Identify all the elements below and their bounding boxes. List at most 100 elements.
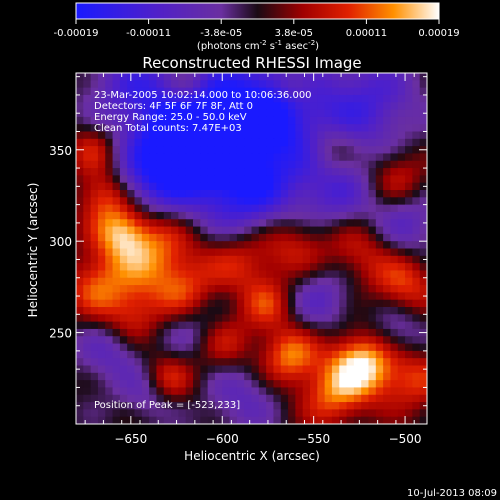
heatmap-cell: [266, 80, 275, 89]
heatmap-cell: [163, 292, 172, 301]
heatmap-cell: [163, 328, 172, 337]
heatmap-cell: [76, 343, 84, 352]
heatmap-cell: [193, 416, 201, 424]
heatmap-cells: [76, 73, 427, 424]
heatmap-cell: [251, 146, 260, 155]
heatmap-cell: [375, 277, 384, 286]
heatmap-cell: [185, 190, 194, 198]
heatmap-cell: [97, 387, 106, 396]
heatmap-cell: [149, 270, 158, 279]
heatmap-cell: [193, 380, 201, 389]
heatmap-cell: [361, 336, 370, 345]
heatmap-cell: [361, 314, 370, 323]
heatmap-cell: [200, 285, 209, 293]
heatmap-cell: [127, 277, 136, 286]
heatmap-cell: [331, 409, 340, 418]
heatmap-cell: [288, 87, 296, 96]
heatmap-cell: [310, 372, 318, 381]
heatmap-cell: [280, 160, 289, 169]
heatmap-cell: [156, 226, 165, 235]
heatmap-cell: [266, 409, 275, 418]
heatmap-cell: [280, 277, 289, 286]
heatmap-cell: [83, 321, 92, 330]
heatmap-cell: [251, 80, 260, 89]
heatmap-cell: [83, 263, 92, 272]
heatmap-cell: [112, 219, 121, 228]
heatmap-cell: [97, 299, 106, 308]
heatmap-cell: [405, 175, 413, 184]
heatmap-cell: [171, 197, 179, 206]
heatmap-cell: [127, 131, 136, 140]
heatmap-cell: [200, 190, 209, 198]
heatmap-cell: [244, 182, 253, 191]
heatmap-cell: [251, 394, 260, 403]
heatmap-cell: [90, 168, 99, 176]
heatmap-cell: [97, 204, 106, 213]
heatmap-cell: [390, 124, 399, 133]
heatmap-cell: [112, 416, 121, 424]
heatmap-cell: [273, 94, 282, 103]
heatmap-cell: [251, 109, 260, 118]
heatmap-cell: [178, 314, 187, 323]
heatmap-cell: [134, 263, 143, 272]
heatmap-cell: [236, 153, 245, 162]
heatmap-cell: [412, 197, 421, 206]
heatmap-cell: [171, 380, 179, 389]
heatmap-cell: [134, 116, 143, 125]
heatmap-cell: [258, 387, 267, 396]
heatmap-cell: [229, 168, 238, 176]
heatmap-cell: [97, 124, 106, 133]
heatmap-cell: [207, 299, 216, 308]
heatmap-cell: [112, 87, 121, 96]
heatmap-cell: [383, 350, 392, 359]
heatmap-cell: [83, 248, 92, 257]
heatmap-cell: [339, 409, 348, 418]
heatmap-cell: [127, 285, 136, 293]
heatmap-cell: [214, 94, 223, 103]
heatmap-cell: [105, 197, 114, 206]
heatmap-cell: [222, 102, 231, 111]
heatmap-cell: [331, 277, 340, 286]
heatmap-cell: [105, 350, 114, 359]
heatmap-cell: [368, 285, 377, 293]
heatmap-cell: [339, 314, 348, 323]
heatmap-cell: [178, 160, 187, 169]
heatmap-cell: [324, 160, 333, 169]
heatmap-cell: [134, 168, 143, 176]
heatmap-cell: [405, 219, 413, 228]
heatmap-cell: [397, 153, 406, 162]
heatmap-cell: [288, 182, 296, 191]
heatmap-cell: [90, 219, 99, 228]
heatmap-cell: [397, 263, 406, 272]
heatmap-cell: [141, 116, 150, 125]
heatmap-cell: [390, 87, 399, 96]
heatmap-cell: [310, 226, 318, 235]
heatmap-cell: [412, 314, 421, 323]
heatmap-cell: [214, 255, 223, 264]
heatmap-cell: [412, 277, 421, 286]
heatmap-cell: [207, 277, 216, 286]
heatmap-cell: [119, 219, 128, 228]
heatmap-cell: [390, 387, 399, 396]
heatmap-cell: [112, 255, 121, 264]
heatmap-cell: [90, 138, 99, 147]
heatmap-cell: [244, 248, 253, 257]
heatmap-cell: [156, 138, 165, 147]
heatmap-cell: [163, 372, 172, 381]
heatmap-cell: [258, 146, 267, 155]
heatmap-cell: [412, 175, 421, 184]
heatmap-cell: [83, 292, 92, 301]
heatmap-cell: [141, 307, 150, 315]
heatmap-cell: [244, 233, 253, 242]
heatmap-cell: [412, 292, 421, 301]
heatmap-cell: [207, 219, 216, 228]
heatmap-cell: [178, 416, 187, 424]
heatmap-cell: [397, 248, 406, 257]
heatmap-cell: [339, 292, 348, 301]
heatmap-cell: [156, 380, 165, 389]
heatmap-cell: [383, 292, 392, 301]
heatmap-cell: [288, 277, 296, 286]
heatmap-cell: [310, 314, 318, 323]
heatmap-cell: [273, 146, 282, 155]
heatmap-cell: [185, 321, 194, 330]
